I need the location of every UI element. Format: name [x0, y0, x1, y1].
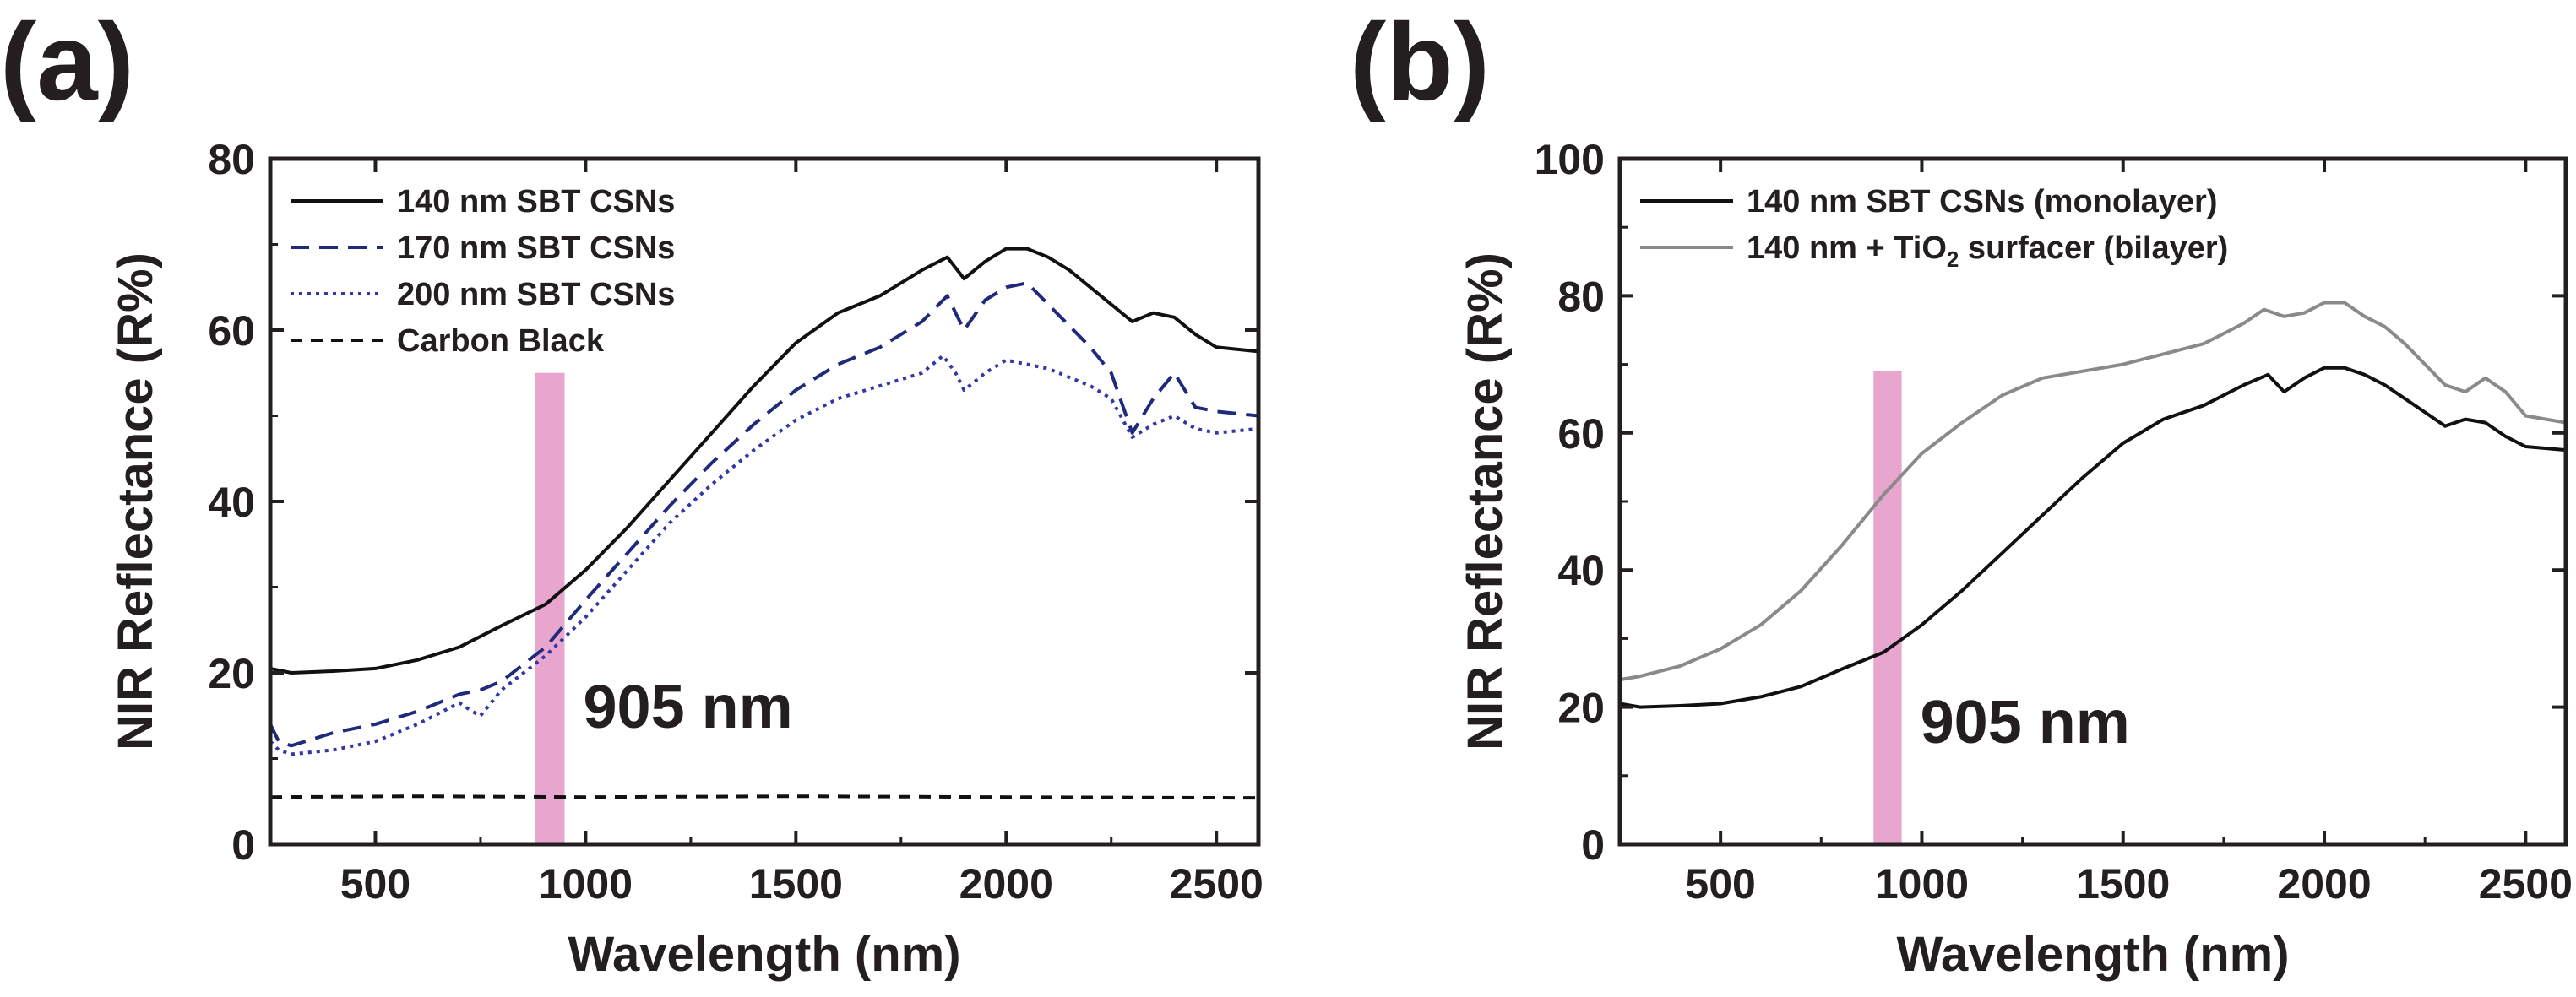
- y-tick-label: 80: [208, 136, 255, 183]
- x-tick-label: 500: [1685, 860, 1755, 908]
- panel-label: (a): [0, 0, 134, 123]
- y-tick-label: 20: [208, 650, 255, 697]
- highlight-band-905nm: [1873, 371, 1902, 845]
- annotation-905nm: 905 nm: [584, 674, 793, 741]
- x-tick-label: 2500: [2479, 860, 2573, 908]
- legend-label-subscript: 2: [1947, 247, 1959, 272]
- x-tick-label: 2000: [2277, 860, 2371, 908]
- panel-label: (b): [1350, 0, 1490, 123]
- legend-label-4: Carbon Black: [397, 323, 605, 359]
- y-tick-label: 80: [1557, 273, 1605, 320]
- y-axis-title: NIR Reflectance (R%): [1458, 252, 1513, 750]
- legend-label-1: 140 nm SBT CSNs (monolayer): [1747, 184, 2217, 219]
- series-line-1: [269, 247, 1259, 675]
- y-axis-title: NIR Reflectance (R%): [108, 252, 163, 750]
- x-tick-label: 2500: [1170, 860, 1264, 908]
- panel-a-chart: (a) 500 1000 1500 2000 2500 0 20 40 60 80 Wavelengt…: [0, 0, 1264, 982]
- annotation-905nm: 905 nm: [1921, 689, 2130, 756]
- series-line-2: [269, 281, 1259, 748]
- y-tick-label: 100: [1535, 136, 1605, 183]
- x-tick-label: 1000: [539, 860, 633, 908]
- legend-label-3: 200 nm SBT CSNs: [397, 277, 675, 312]
- series-line-4: [269, 794, 1259, 800]
- x-tick-label: 500: [340, 860, 410, 908]
- y-tick-label: 40: [1557, 547, 1605, 594]
- x-axis-title: Wavelength (nm): [1896, 927, 2289, 982]
- y-tick-label: 0: [1581, 821, 1605, 869]
- x-axis-title: Wavelength (nm): [568, 927, 960, 982]
- series-line-1: [1619, 366, 2567, 709]
- x-tick-label: 1500: [2076, 860, 2170, 908]
- x-tick-label: 2000: [959, 860, 1053, 908]
- series-line-2: [1619, 301, 2567, 682]
- series-line-3: [269, 354, 1259, 756]
- y-tick-label: 0: [231, 821, 255, 869]
- panel-b-chart: (b) 500 1000 1500 2000 2500 0 20 40 60 80 100 Wavele…: [1350, 0, 2573, 982]
- x-tick-label: 1000: [1875, 860, 1969, 908]
- legend-label-2: 170 nm SBT CSNs: [397, 230, 675, 266]
- y-tick-label: 20: [1557, 685, 1605, 732]
- x-tick-label: 1500: [749, 860, 843, 908]
- legend-label-part: surfacer (bilayer): [1959, 230, 2228, 266]
- legend-label-2: 140 nm + TiO2 surfacer (bilayer): [1747, 230, 2228, 272]
- legend-label-part: 140 nm + TiO: [1747, 230, 1947, 266]
- y-tick-label: 40: [208, 479, 255, 526]
- y-tick-label: 60: [1557, 410, 1605, 458]
- legend-label-1: 140 nm SBT CSNs: [397, 184, 675, 219]
- y-tick-label: 60: [208, 307, 255, 355]
